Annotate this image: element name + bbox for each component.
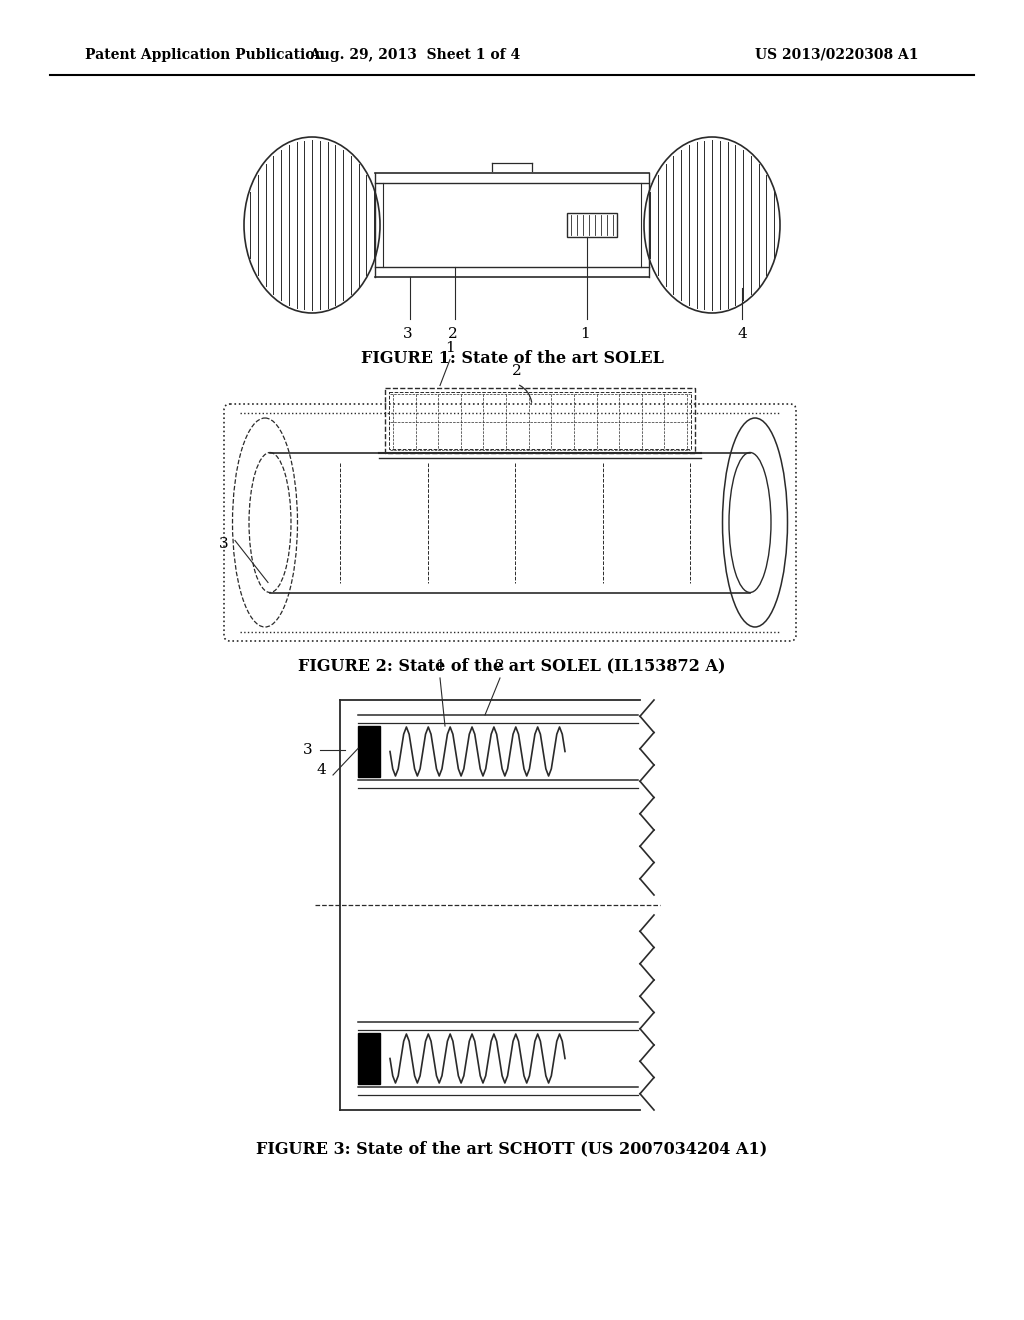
Text: 2: 2 [449, 327, 458, 341]
Bar [567, 213, 617, 238]
Text: 4: 4 [316, 763, 326, 777]
Bar [389, 392, 691, 449]
Text: 1: 1 [581, 327, 590, 341]
Text: FIGURE 2: State of the art SOLEL (IL153872 A): FIGURE 2: State of the art SOLEL (IL1538… [298, 657, 726, 675]
Text: 3: 3 [403, 327, 413, 341]
Text: Aug. 29, 2013  Sheet 1 of 4: Aug. 29, 2013 Sheet 1 of 4 [309, 48, 520, 62]
Text: 2: 2 [496, 659, 505, 673]
Text: 3: 3 [303, 743, 313, 756]
Text: US 2013/0220308 A1: US 2013/0220308 A1 [755, 48, 919, 62]
Text: 1: 1 [445, 342, 455, 355]
Text: 1: 1 [435, 659, 444, 673]
Text: 4: 4 [737, 327, 746, 341]
Bar [385, 388, 695, 453]
Text: 3: 3 [218, 537, 228, 552]
Bar [358, 726, 380, 777]
Text: 2: 2 [512, 364, 522, 378]
Text: Patent Application Publication: Patent Application Publication [85, 48, 325, 62]
Text: FIGURE 3: State of the art SCHOTT (US 2007034204 A1): FIGURE 3: State of the art SCHOTT (US 20… [256, 1140, 768, 1158]
Bar [358, 1034, 380, 1084]
Text: FIGURE 1: State of the art SOLEL: FIGURE 1: State of the art SOLEL [360, 350, 664, 367]
